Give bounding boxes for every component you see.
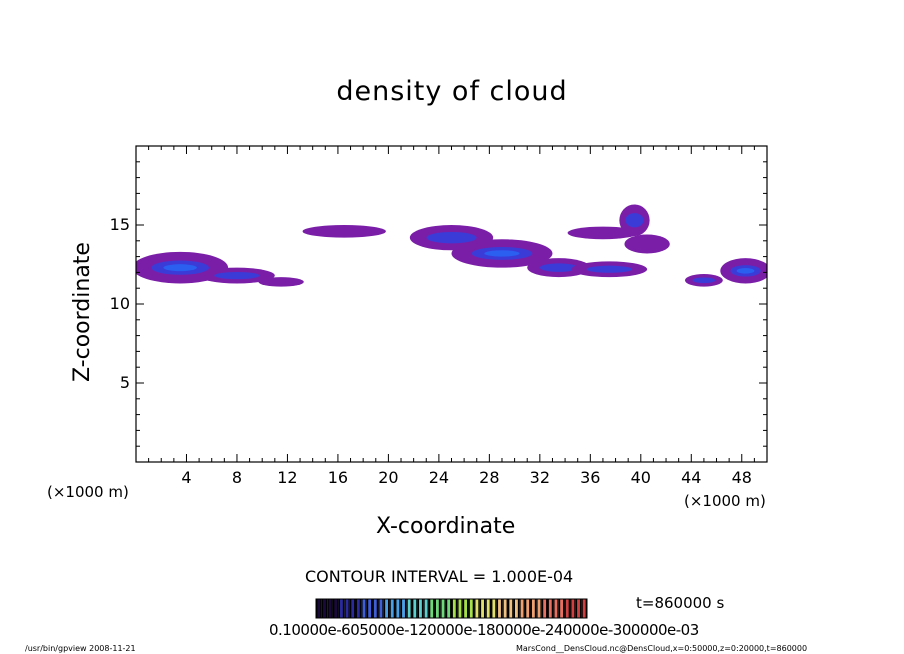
- colorbar-swatch: [509, 599, 513, 618]
- y-tick-label: 15: [109, 215, 130, 234]
- colorbar-swatch: [447, 599, 451, 618]
- axis-ticks: [136, 146, 767, 462]
- x-unit-label-left: (×1000 m): [47, 483, 129, 501]
- colorbar-swatch: [475, 599, 479, 618]
- colorbar-swatch: [356, 599, 360, 618]
- contour-interval-label: CONTOUR INTERVAL = 1.000E-04: [305, 567, 574, 586]
- x-unit-label-right: (×1000 m): [684, 492, 766, 510]
- colorbar-swatch: [554, 599, 558, 618]
- colorbar-swatch: [390, 599, 394, 618]
- colorbar-swatch: [385, 599, 388, 618]
- colorbar-swatch: [492, 599, 496, 618]
- y-tick-label: 5: [119, 373, 130, 392]
- colorbar-swatch: [413, 599, 417, 618]
- colorbar-swatch: [362, 599, 366, 618]
- plot-frame: [135, 145, 768, 463]
- cloud-region-3: [302, 225, 386, 238]
- x-tick-label: 12: [277, 468, 298, 487]
- x-tick-label: 36: [580, 468, 601, 487]
- cloud-core-4: [426, 231, 477, 244]
- colorbar-swatch: [582, 599, 586, 618]
- x-tick-label: 8: [231, 468, 243, 487]
- x-tick-label: 24: [428, 468, 450, 487]
- colorbar-swatch: [351, 599, 355, 618]
- colorbar-swatch: [560, 599, 564, 618]
- cloud-core-11: [692, 277, 716, 284]
- colorbar-swatch: [469, 599, 473, 618]
- y-axis-label: Z-coordinate: [70, 242, 95, 382]
- colorbar-swatch: [503, 599, 507, 618]
- colorbar-swatch: [498, 599, 501, 618]
- colorbar-border: [315, 598, 588, 619]
- cloud-core-7: [586, 265, 632, 273]
- colorbar-swatch: [464, 599, 468, 618]
- cloud-peak-0: [163, 264, 197, 272]
- colorbar-swatch: [435, 599, 439, 618]
- colorbar-swatch: [328, 599, 332, 618]
- colorbar: [315, 598, 588, 619]
- x-tick-label: 40: [630, 468, 651, 487]
- x-tick-label: 28: [479, 468, 500, 487]
- colorbar-labels: 0.10000e-605000e-120000e-180000e-240000e…: [269, 621, 699, 639]
- colorbar-swatch: [441, 599, 445, 618]
- colorbar-swatch: [317, 599, 321, 618]
- colorbar-swatch: [565, 599, 569, 618]
- colorbar-swatch: [520, 599, 524, 618]
- colorbar-swatch: [407, 599, 411, 618]
- colorbar-swatch: [548, 599, 552, 618]
- cloud-core-6: [539, 263, 578, 272]
- colorbar-swatch: [486, 599, 490, 618]
- colorbar-swatch: [368, 599, 372, 618]
- colorbar-swatch: [323, 599, 326, 618]
- colorbar-swatch: [419, 599, 422, 618]
- colorbar-swatch: [571, 599, 575, 618]
- colorbar-swatch: [396, 599, 400, 618]
- colorbar-swatch: [452, 599, 456, 618]
- cloud-density-layer: [136, 204, 767, 287]
- chart-title: density of cloud: [336, 76, 568, 107]
- cloud-peak-5: [484, 250, 520, 257]
- x-tick-label: 16: [327, 468, 349, 487]
- colorbar-swatch: [537, 599, 541, 618]
- colorbar-swatch: [424, 599, 428, 618]
- time-label: t=860000 s: [636, 594, 725, 612]
- x-tick-label: 20: [378, 468, 399, 487]
- colorbar-swatch: [515, 599, 518, 618]
- footer-left: /usr/bin/gpview 2008-11-21: [25, 644, 136, 653]
- x-axis-label: X-coordinate: [376, 514, 516, 539]
- colorbar-swatch: [577, 599, 580, 618]
- colorbar-swatch: [373, 599, 377, 618]
- y-tick-label: 10: [109, 294, 130, 313]
- cloud-core-9: [625, 213, 644, 228]
- cloud-region-8: [567, 226, 639, 240]
- colorbar-swatch: [430, 599, 434, 618]
- colorbar-swatch: [543, 599, 547, 618]
- colorbar-swatch: [481, 599, 484, 618]
- colorbar-swatch: [402, 599, 405, 618]
- colorbar-swatch: [531, 599, 535, 618]
- x-tick-label: 48: [731, 468, 752, 487]
- colorbar-swatch: [458, 599, 462, 618]
- plot-border: [135, 145, 768, 463]
- x-tick-label: 32: [529, 468, 550, 487]
- colorbar-swatch: [334, 599, 338, 618]
- x-tick-label: 44: [681, 468, 702, 487]
- colorbar-swatch: [339, 599, 343, 618]
- colorbar-swatch: [345, 599, 349, 618]
- x-tick-label: 4: [181, 468, 192, 487]
- cloud-region-2: [258, 277, 304, 287]
- colorbar-swatch: [526, 599, 530, 618]
- footer-right: MarsCond__DensCloud.nc@DensCloud,x=0:500…: [516, 644, 808, 653]
- cloud-core-1: [214, 272, 260, 280]
- cloud-region-10: [624, 234, 670, 254]
- cloud-peak-12: [736, 268, 755, 274]
- colorbar-swatch: [379, 599, 383, 618]
